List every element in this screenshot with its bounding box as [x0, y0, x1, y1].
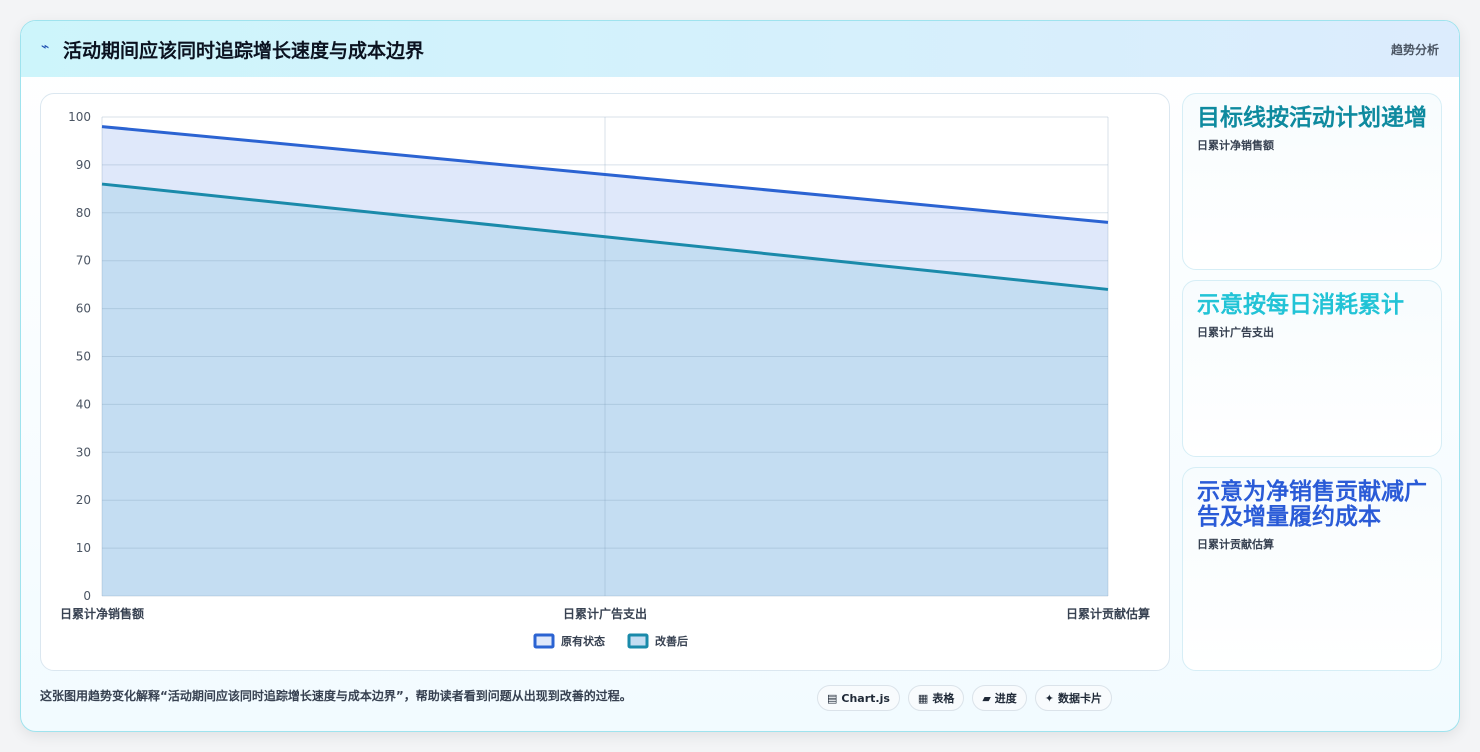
chip-table[interactable]: ▦ 表格 [907, 685, 965, 711]
x-tick-label: 日累计贡献估算 [1066, 606, 1150, 621]
series-line-0 [101, 125, 1109, 224]
sparkle-icon: ✦ [1044, 691, 1055, 705]
trend-icon: ⌁ [41, 39, 50, 55]
insight-caption: 日累计贡献估算 [1197, 538, 1274, 551]
tech-chips: ▤ Chart.js ▦ 表格 ▰ 进度 ✦ 数据卡片 [817, 685, 1113, 711]
y-tick-label: 70 [76, 254, 91, 268]
insight-card-1: 目标线按活动计划递增 日累计净销售额 [1182, 93, 1442, 270]
legend-label: 改善后 [655, 634, 688, 648]
card-header: ⌁ 活动期间应该同时追踪增长速度与成本边界 趋势分析 [21, 21, 1459, 77]
y-tick-label: 100 [68, 110, 91, 124]
chip-label: 进度 [994, 692, 1017, 705]
y-tick-label: 0 [83, 589, 91, 603]
progress-icon: ▰ [982, 691, 991, 705]
series-area-1 [102, 184, 1108, 596]
y-tick-label: 30 [76, 445, 91, 459]
chart-panel: 0 10 20 30 40 50 60 70 80 90 100 日累计净销售额 日累计广告支出 日累计贡… [40, 93, 1170, 671]
series-line-1 [101, 182, 1109, 291]
table-icon: ▦ [917, 691, 929, 705]
x-tick-label: 日累计净销售额 [60, 606, 144, 621]
x-tick-label: 日累计广告支出 [563, 606, 647, 621]
chart-icon: ▤ [827, 691, 838, 705]
legend-swatch [533, 633, 555, 649]
page-title: 活动期间应该同时追踪增长速度与成本边界 [63, 40, 425, 62]
legend-label: 原有状态 [561, 634, 605, 648]
y-tick-label: 20 [76, 493, 91, 507]
y-tick-label: 40 [76, 397, 91, 411]
insight-headline: 目标线按活动计划递增 [1197, 105, 1427, 131]
insight-caption: 日累计广告支出 [1197, 326, 1274, 339]
chip-progress[interactable]: ▰ 进度 [972, 685, 1027, 711]
y-tick-label: 80 [76, 206, 91, 220]
chip-label: 表格 [932, 692, 955, 705]
report-card: ⌁ 活动期间应该同时追踪增长速度与成本边界 趋势分析 0 10 20 30 40 50 60… [20, 20, 1460, 732]
chip-label: Chart.js [841, 691, 890, 705]
legend-swatch [627, 633, 649, 649]
chip-data-card[interactable]: ✦ 数据卡片 [1034, 685, 1113, 711]
category-tag: 趋势分析 [1390, 43, 1439, 57]
y-tick-label: 10 [76, 541, 91, 555]
y-tick-label: 60 [76, 302, 91, 316]
insight-headline: 示意按每日消耗累计 [1197, 292, 1404, 318]
chart-description: 这张图用趋势变化解释“活动期间应该同时追踪增长速度与成本边界”，帮助读者看到问题… [40, 689, 632, 703]
insight-card-3: 示意为净销售贡献减广告及增量履约成本 日累计贡献估算 [1182, 467, 1442, 671]
y-tick-label: 90 [76, 158, 91, 172]
insight-card-2: 示意按每日消耗累计 日累计广告支出 [1182, 280, 1442, 457]
insight-headline: 示意为净销售贡献减广告及增量履约成本 [1197, 479, 1427, 530]
y-tick-label: 50 [76, 350, 91, 364]
chip-label: 数据卡片 [1058, 692, 1103, 705]
insight-caption: 日累计净销售额 [1197, 139, 1274, 152]
chip-chartjs[interactable]: ▤ Chart.js [817, 685, 900, 711]
area-chart: 0 10 20 30 40 50 60 70 80 90 100 日累计净销售额 日累计广告支出 日累计贡… [60, 110, 1150, 649]
